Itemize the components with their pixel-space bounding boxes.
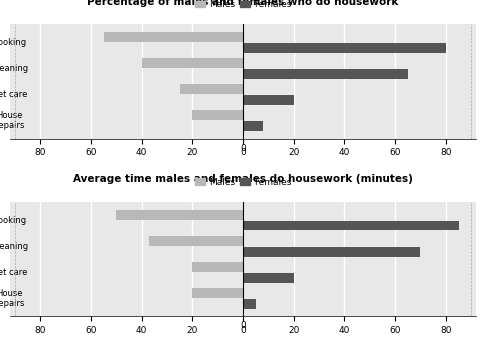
- Bar: [116, 209, 243, 219]
- Bar: [180, 84, 243, 94]
- Bar: [243, 121, 263, 131]
- Bar: [243, 69, 408, 79]
- Legend: Males, Females: Males, Females: [191, 0, 295, 13]
- Bar: [243, 95, 294, 105]
- Bar: [243, 43, 446, 53]
- Bar: [243, 247, 420, 257]
- Bar: [149, 236, 243, 246]
- Bar: [243, 221, 458, 230]
- Bar: [243, 273, 294, 283]
- Title: Percentage of males and females who do housework: Percentage of males and females who do h…: [87, 0, 399, 7]
- Bar: [243, 299, 256, 309]
- Bar: [192, 288, 243, 298]
- Bar: [192, 110, 243, 120]
- Legend: Males, Females: Males, Females: [191, 174, 295, 191]
- Bar: [192, 262, 243, 272]
- Bar: [141, 58, 243, 68]
- Title: Average time males and females do housework (minutes): Average time males and females do housew…: [73, 174, 413, 184]
- Bar: [104, 32, 243, 42]
